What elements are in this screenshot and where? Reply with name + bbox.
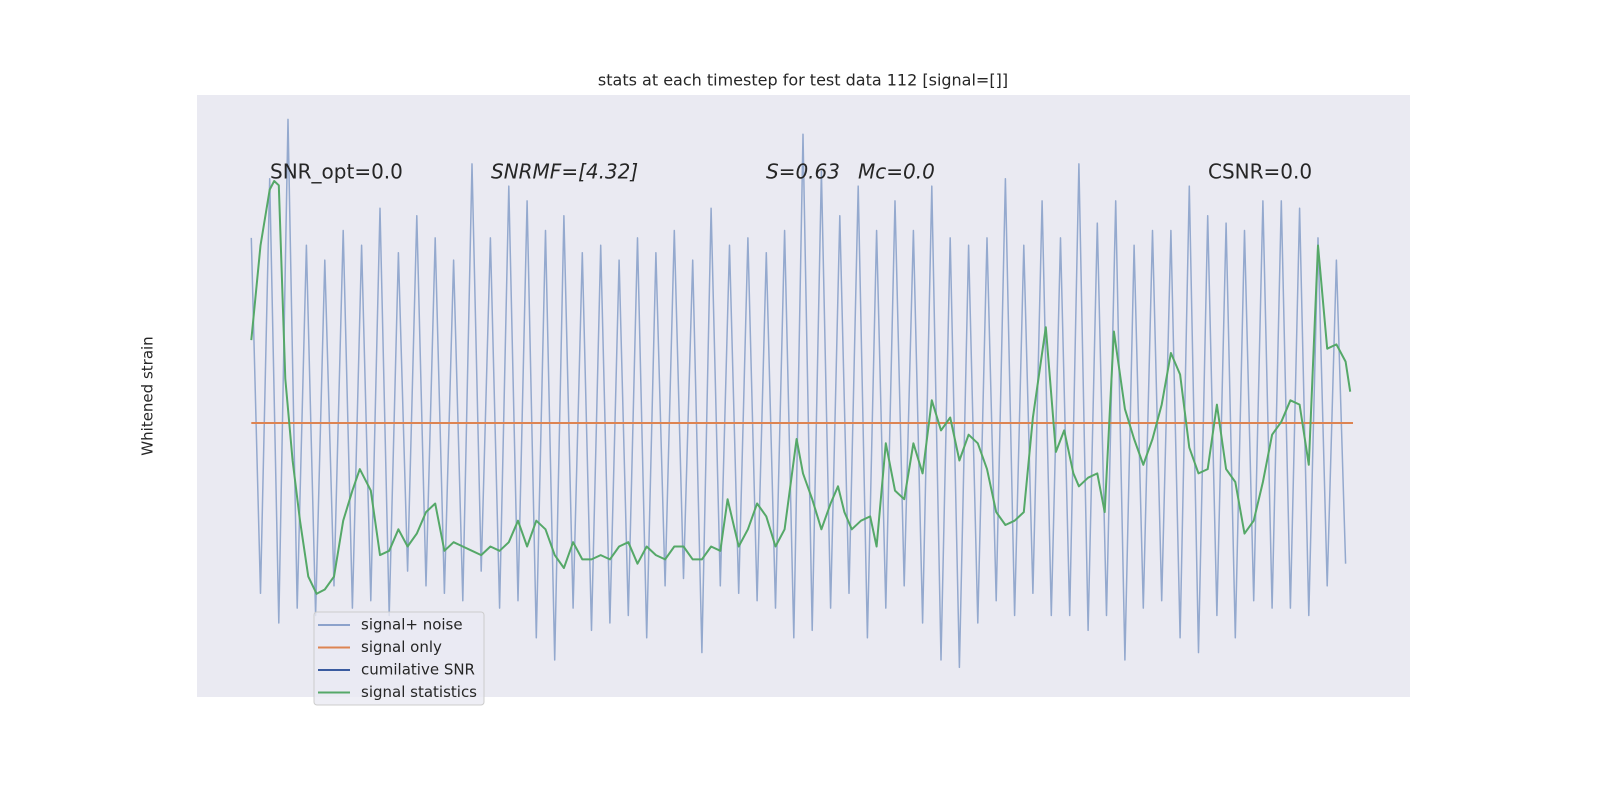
legend-label: signal only xyxy=(361,638,442,656)
annotation: CSNR=0.0 xyxy=(1208,160,1312,184)
legend: signal+ noise signal only cumilative SNR si… xyxy=(313,611,485,706)
annotation: SNR_opt=0.0 xyxy=(270,160,403,184)
y-axis-label: Whitened strain xyxy=(139,336,157,455)
legend-box xyxy=(313,611,485,706)
series-line xyxy=(250,180,1352,595)
marks xyxy=(250,118,1353,669)
series-line xyxy=(250,118,1347,669)
legend-label: signal statistics xyxy=(361,683,477,701)
legend-label: cumilative SNR xyxy=(361,661,475,679)
annotation: SNRMF=[4.32] xyxy=(491,160,638,184)
legend-label: signal+ noise xyxy=(361,616,463,634)
annotation: Mc=0.0 xyxy=(858,160,935,184)
chart-title: stats at each timestep for test data 112… xyxy=(598,71,1008,90)
annotation: S=0.63 xyxy=(766,160,840,184)
